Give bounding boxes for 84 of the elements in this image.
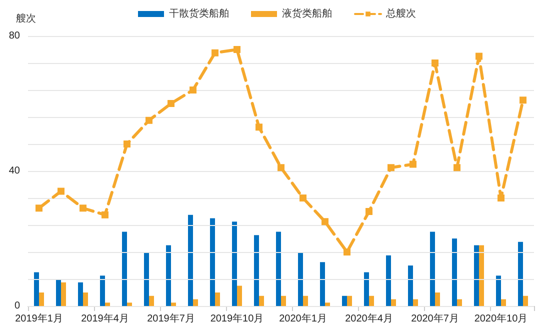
- bar: [254, 235, 259, 306]
- point: [366, 208, 372, 215]
- bar: [391, 299, 396, 306]
- x-tick-label: 2019年10月: [210, 312, 264, 324]
- bar: [413, 299, 418, 306]
- bar: [259, 296, 264, 306]
- bar: [408, 266, 413, 306]
- point: [80, 204, 86, 212]
- bar: [501, 299, 506, 306]
- x-tick-label: 2019年7月: [147, 312, 195, 324]
- point: [344, 248, 350, 256]
- point: [124, 140, 130, 148]
- legend-label: 液货类船舶: [282, 8, 332, 20]
- point: [300, 194, 306, 202]
- bar: [457, 299, 462, 306]
- bar: [122, 232, 127, 306]
- bar: [320, 262, 325, 306]
- point: [454, 164, 460, 172]
- bar: [435, 292, 440, 306]
- bar: [298, 252, 303, 306]
- bar: [210, 218, 215, 306]
- point: [146, 116, 152, 124]
- x-tick-label: 2019年4月: [81, 312, 129, 324]
- bar: [523, 296, 528, 306]
- bar: [303, 296, 308, 306]
- y-axis-title: 艘次: [16, 12, 36, 24]
- bar: [61, 282, 66, 306]
- bar: [56, 279, 61, 306]
- x-tick-label: 2020年7月: [411, 312, 459, 324]
- point: [278, 164, 284, 172]
- bar: [83, 292, 88, 306]
- bar: [149, 296, 154, 306]
- bar: [325, 302, 330, 306]
- x-tick-label: 2020年1月: [279, 312, 327, 324]
- bar: [430, 232, 435, 306]
- bar: [144, 252, 149, 306]
- bar: [34, 272, 39, 306]
- bar: [171, 302, 176, 306]
- bar: [166, 245, 171, 306]
- point: [36, 204, 42, 212]
- bar: [100, 276, 105, 306]
- point: [234, 46, 240, 53]
- point: [388, 164, 394, 172]
- point: [410, 160, 416, 168]
- bar: [474, 245, 479, 306]
- x-tick-label: 2020年10月: [474, 312, 528, 324]
- bar: [479, 245, 484, 306]
- bar: [342, 296, 347, 306]
- bar: [105, 302, 110, 306]
- point: [476, 52, 482, 60]
- bar: [281, 296, 286, 306]
- y-tick-label: 80: [8, 30, 20, 42]
- bar: [127, 302, 132, 306]
- point: [322, 218, 328, 226]
- legend-label: 干散货类船舶: [169, 8, 229, 20]
- bar: [347, 296, 352, 306]
- bar: [188, 214, 193, 306]
- point: [520, 96, 526, 104]
- bar: [496, 276, 501, 306]
- y-tick-label: 0: [14, 300, 20, 312]
- bar: [232, 222, 237, 306]
- point: [102, 211, 108, 218]
- bar: [276, 232, 281, 306]
- point: [58, 188, 64, 195]
- bar: [39, 292, 44, 306]
- point: [212, 49, 218, 56]
- point: [190, 86, 196, 94]
- bar: [369, 296, 374, 306]
- bar: [215, 292, 220, 306]
- point: [168, 100, 174, 107]
- bar: [237, 286, 242, 306]
- point: [432, 60, 438, 66]
- bar: [452, 238, 457, 306]
- bar: [518, 242, 523, 306]
- bar: [78, 282, 83, 306]
- x-tick-label: 2020年4月: [345, 312, 393, 324]
- legend-label: 总艘次: [385, 8, 416, 20]
- bar: [193, 299, 198, 306]
- bar: [364, 272, 369, 306]
- x-tick-label: 2019年1月: [15, 312, 63, 324]
- bar: [386, 255, 391, 306]
- y-tick-label: 40: [8, 166, 20, 176]
- point: [498, 194, 504, 202]
- point: [256, 124, 262, 131]
